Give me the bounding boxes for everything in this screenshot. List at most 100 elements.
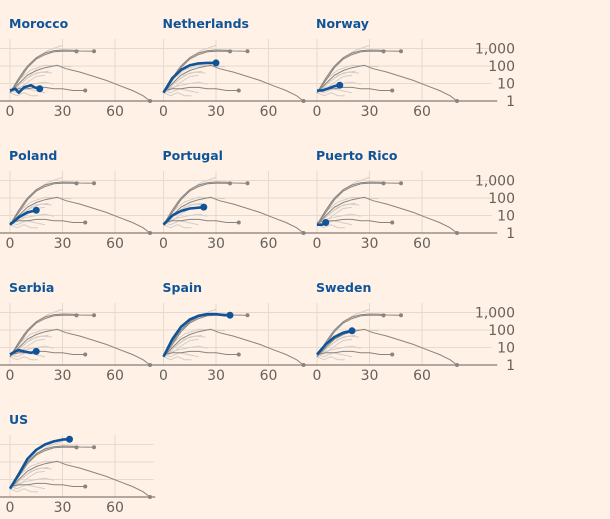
highlight-line (162, 312, 230, 358)
context-line-light (163, 74, 199, 94)
context-line-light (163, 345, 208, 355)
context-line-dark (9, 350, 86, 355)
highlight-end-dot (348, 327, 356, 335)
context-end-dot (148, 363, 152, 367)
x-tick-label: 60 (413, 104, 431, 120)
context-end-dot (390, 88, 395, 93)
context-end-dot (399, 181, 403, 186)
context-line-light (163, 213, 208, 223)
x-tick-label: 60 (260, 236, 278, 252)
context-end-dot (92, 181, 96, 186)
x-tick-label: 60 (413, 236, 431, 252)
context-end-dot (236, 352, 241, 357)
highlight-line (9, 348, 37, 356)
context-end-dot (92, 313, 96, 318)
x-tick-label: 0 (6, 104, 15, 120)
context-end-dot (455, 99, 459, 103)
context-end-dot (245, 49, 250, 54)
y-tick-label: 10 (497, 77, 515, 93)
x-tick-label: 60 (106, 104, 124, 120)
context-line-light (9, 356, 38, 361)
context-end-dot (390, 220, 395, 225)
x-tick-label: 30 (361, 368, 379, 384)
context-line-dark (316, 182, 384, 225)
context-end-dot (74, 445, 79, 450)
panel-portugal: Portugal 0 30 60 (151, 148, 309, 252)
x-tick-label: 0 (313, 236, 322, 252)
x-tick-label: 60 (106, 368, 124, 384)
x-tick-label: 30 (207, 368, 225, 384)
x-tick-label: 0 (6, 500, 15, 516)
y-tick-label: 100 (488, 323, 515, 339)
context-end-dot (301, 231, 306, 235)
panel-morocco: Morocco 0 30 60 (0, 16, 156, 120)
highlight-line (162, 205, 204, 226)
panel-title: Serbia (9, 280, 54, 295)
highlight-end-dot (212, 59, 220, 67)
context-line-dark (163, 86, 239, 91)
panel-serbia: Serbia 0 30 60 (0, 280, 156, 384)
y-tick-label: 1,000 (475, 42, 515, 58)
context-end-dot (83, 88, 88, 93)
context-line-dark (316, 314, 384, 357)
panel-title: Poland (9, 148, 57, 163)
context-end-dot (455, 231, 459, 235)
context-line-dark (9, 328, 151, 366)
context-line-dark (9, 314, 77, 357)
y-tick-label: 1,000 (475, 174, 515, 190)
x-tick-label: 30 (361, 236, 379, 252)
context-end-dot (236, 88, 241, 93)
highlight-end-dot (32, 206, 40, 214)
context-line-light (316, 71, 360, 94)
x-tick-label: 30 (54, 236, 72, 252)
context-end-dot (245, 313, 250, 318)
context-line-dark (316, 350, 393, 355)
context-line-dark (316, 328, 458, 366)
y-tick-label: 10 (497, 209, 515, 225)
highlight-end-dot (36, 85, 44, 93)
context-line-light (316, 345, 361, 355)
x-tick-label: 0 (159, 368, 168, 384)
highlight-line (317, 83, 341, 92)
x-tick-label: 0 (159, 104, 168, 120)
panel-netherlands: Netherlands 0 30 60 (151, 16, 309, 120)
highlight-end-dot (200, 203, 208, 211)
context-line-light (163, 81, 208, 91)
context-line-dark (9, 482, 86, 487)
context-line-light (163, 356, 192, 361)
context-end-dot (390, 352, 395, 357)
x-tick-label: 60 (260, 104, 278, 120)
context-line-dark (163, 64, 304, 102)
x-tick-label: 0 (6, 236, 15, 252)
context-end-dot (381, 313, 386, 318)
context-line-light (9, 338, 46, 358)
panel-spain: Spain 0 30 60 (151, 280, 309, 384)
highlight-end-dot (66, 435, 73, 443)
panel-title: Spain (163, 280, 203, 295)
x-tick-label: 0 (159, 236, 168, 252)
x-tick-label: 0 (313, 104, 322, 120)
context-line-light (163, 224, 192, 229)
context-line-light (316, 356, 345, 361)
context-line-dark (9, 196, 151, 234)
context-line-light (9, 92, 38, 97)
highlight-line (9, 208, 37, 226)
context-end-dot (301, 99, 306, 103)
highlight-end-dot (32, 347, 40, 355)
context-end-dot (83, 484, 88, 489)
panel-poland: Poland 0 30 60 (0, 148, 156, 252)
highlight-end-dot (226, 311, 234, 319)
context-end-dot (83, 220, 88, 225)
context-end-dot (148, 99, 152, 103)
highlight-end-dot (322, 218, 330, 226)
y-tick-label: 1 (506, 226, 515, 242)
panel-title: Netherlands (163, 16, 249, 31)
context-end-dot (381, 181, 386, 186)
context-end-dot (455, 363, 459, 367)
context-line-light (9, 224, 38, 229)
context-line-dark (9, 446, 77, 489)
context-line-light (9, 467, 53, 490)
context-end-dot (83, 352, 88, 357)
